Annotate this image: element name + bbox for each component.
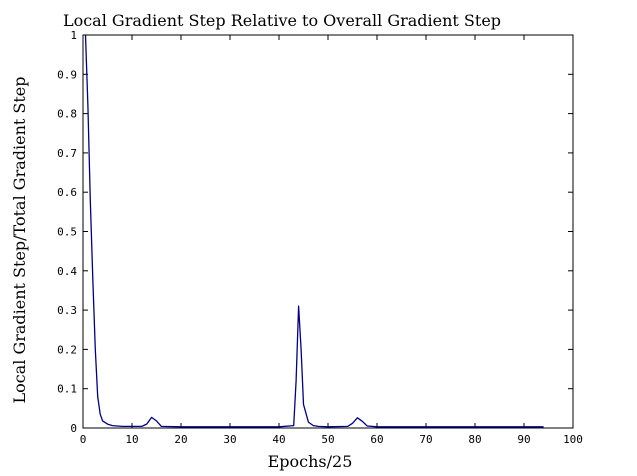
series-layer [84,34,544,428]
x-tick-label: 50 [321,433,334,446]
x-tick-label: 10 [125,433,138,446]
x-tick-label: 40 [272,433,285,446]
x-tick-label: 30 [223,433,236,446]
y-tick-label: 0.5 [57,226,77,239]
y-tick-label: 1 [70,29,77,42]
y-tick-label: 0.9 [57,68,77,81]
x-tick-label: 0 [80,433,87,446]
x-tick-label: 100 [563,433,583,446]
y-tick-label: 0.1 [57,383,77,396]
x-tick-label: 20 [174,433,187,446]
x-tick-label: 90 [517,433,530,446]
chart-title: Local Gradient Step Relative to Overall … [63,11,501,30]
ticks-layer: 0 10 20 30 40 50 60 70 80 90 100 0 0.1 0.2 0.3 0.4 0.5 0.… [57,29,583,446]
y-tick-label: 0.7 [57,147,77,160]
x-tick-label: 70 [419,433,432,446]
x-axis-label: Epochs/25 [268,452,353,471]
x-tick-label: 60 [370,433,383,446]
y-tick-label: 0.8 [57,108,77,121]
y-tick-label: 0 [70,422,77,435]
x-tick-label: 80 [468,433,481,446]
y-axis-label: Local Gradient Step/Total Gradient Step [10,76,29,403]
y-tick-label: 0.3 [57,304,77,317]
y-tick-label: 0.2 [57,343,77,356]
y-tick-label: 0.6 [57,186,77,199]
series-line [84,34,544,428]
y-tick-label: 0.4 [57,265,77,278]
plot-area [82,34,574,429]
